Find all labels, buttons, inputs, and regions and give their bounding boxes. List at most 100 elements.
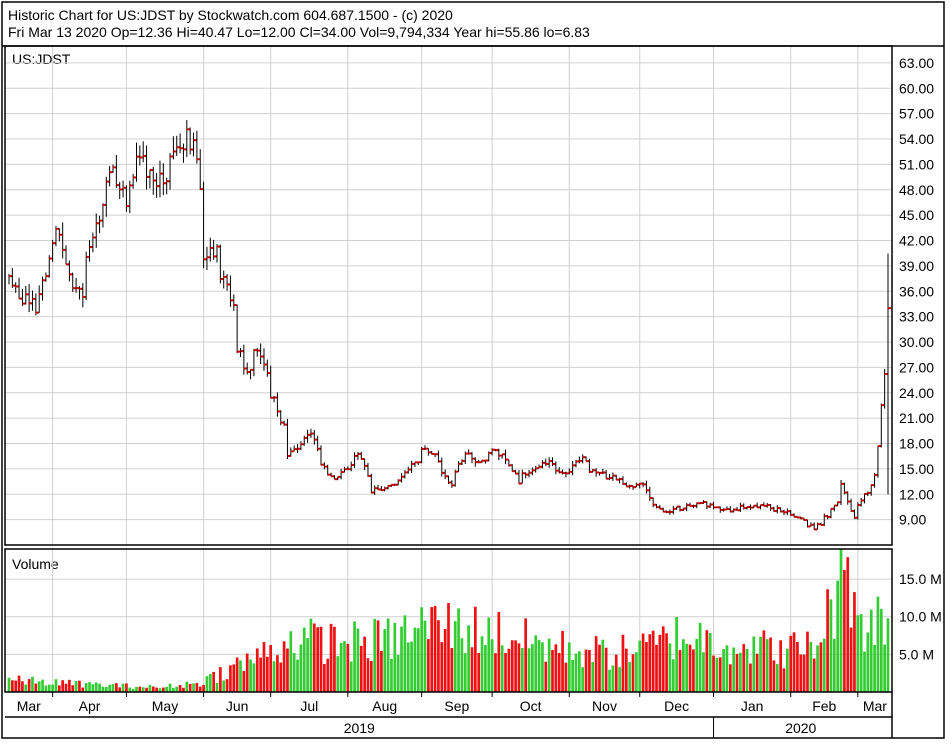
volume-bar xyxy=(822,638,826,692)
volume-bar xyxy=(98,683,101,692)
volume-bar xyxy=(319,626,323,692)
volume-bar xyxy=(504,652,507,692)
month-label: Nov xyxy=(592,698,617,714)
volume-bar xyxy=(131,688,135,692)
volume-bar xyxy=(688,644,692,692)
volume-bar xyxy=(839,549,843,692)
price-tick-label: 24.00 xyxy=(899,385,934,401)
volume-bar xyxy=(27,679,31,692)
volume-bar xyxy=(879,608,883,692)
volume-bar xyxy=(326,658,330,692)
volume-bar xyxy=(598,644,601,692)
volume-bar xyxy=(728,664,732,692)
volume-bar xyxy=(242,670,246,692)
volume-bar xyxy=(514,640,517,692)
volume-bar xyxy=(661,626,665,692)
volume-bar xyxy=(621,634,625,692)
volume-bar xyxy=(490,639,494,692)
volume-bar xyxy=(467,625,470,692)
volume-bar xyxy=(628,662,632,692)
volume-bar xyxy=(423,620,427,692)
volume-panel-title: Volume xyxy=(12,556,59,572)
volume-bar xyxy=(406,642,410,692)
volume-bar xyxy=(84,683,88,692)
volume-bar xyxy=(470,647,474,692)
volume-bar xyxy=(111,684,115,692)
volume-bar xyxy=(188,683,192,692)
volume-bar xyxy=(34,683,38,692)
chart-frame xyxy=(1,1,945,739)
price-tick-label: 42.00 xyxy=(899,233,934,249)
volume-bar xyxy=(68,679,71,692)
volume-bar xyxy=(460,638,464,692)
volume-bar xyxy=(343,641,346,692)
month-label: May xyxy=(152,698,178,714)
month-label: Aug xyxy=(372,698,397,714)
volume-bar xyxy=(205,676,209,692)
volume-bar xyxy=(682,639,685,692)
axes: 9.00 12.00 15.00 18.00 21.00 24.00 27.00 30.00 3… xyxy=(17,55,942,738)
volume-bar xyxy=(873,644,876,692)
volume-bar xyxy=(148,685,152,692)
volume-bar xyxy=(883,644,886,692)
volume-bar xyxy=(775,664,779,692)
volume-bar xyxy=(44,685,48,692)
volume-bar xyxy=(772,660,776,692)
volume-bar xyxy=(289,631,293,692)
volume-bar xyxy=(749,663,752,692)
price-panel-title: US:JDST xyxy=(12,51,71,67)
volume-bar xyxy=(876,596,880,692)
price-tick-label: 18.00 xyxy=(899,436,934,452)
volume-bar xyxy=(373,618,377,692)
volume-bar xyxy=(168,683,172,692)
volume-bar xyxy=(752,636,756,692)
volume-bar xyxy=(272,661,276,692)
volume-bar xyxy=(571,659,574,692)
volume-bar xyxy=(286,648,289,692)
volume-bar xyxy=(668,643,672,692)
volume-bar xyxy=(792,632,796,692)
volume-bar xyxy=(799,654,803,692)
volume-bar xyxy=(718,657,722,692)
year-label: 2019 xyxy=(344,720,375,736)
volume-bar xyxy=(245,653,249,692)
volume-bar xyxy=(312,623,316,692)
volume-bar xyxy=(564,662,568,692)
volume-bar xyxy=(601,639,605,692)
volume-bar xyxy=(806,631,809,692)
volume-bar xyxy=(534,635,538,692)
volume-bar xyxy=(121,683,125,692)
volume-bar xyxy=(796,642,799,692)
volume-bar xyxy=(249,659,252,692)
chart-header-title: Historic Chart for US:JDST by Stockwatch… xyxy=(8,7,453,23)
volume-bar xyxy=(517,643,521,692)
volume-bar xyxy=(336,656,340,692)
volume-bar xyxy=(356,628,360,692)
volume-bar xyxy=(705,630,709,692)
volume-bar xyxy=(618,667,621,692)
volume-bar xyxy=(182,687,185,692)
volume-bar xyxy=(420,607,424,692)
volume-bar xyxy=(866,632,870,692)
volume-bar xyxy=(494,653,497,692)
volume-bar xyxy=(433,605,437,692)
volume-bar xyxy=(54,679,58,692)
volume-bar xyxy=(510,640,514,692)
volume-bar xyxy=(366,658,370,692)
volume-bar xyxy=(658,634,662,692)
price-tick-label: 36.00 xyxy=(899,283,934,299)
volume-bar xyxy=(57,685,61,692)
price-tick-label: 51.00 xyxy=(899,156,934,172)
price-tick-label: 60.00 xyxy=(899,80,934,96)
volume-bar xyxy=(537,640,541,692)
volume-bar xyxy=(346,643,350,692)
volume-bar xyxy=(816,645,819,692)
volume-bar xyxy=(745,648,749,692)
volume-bar xyxy=(886,618,890,692)
volume-bar xyxy=(14,680,18,692)
volume-bar xyxy=(195,682,199,692)
volume-bar xyxy=(641,633,645,692)
price-tick-label: 30.00 xyxy=(899,334,934,350)
volume-bar xyxy=(463,653,467,692)
volume-bar xyxy=(31,676,34,692)
